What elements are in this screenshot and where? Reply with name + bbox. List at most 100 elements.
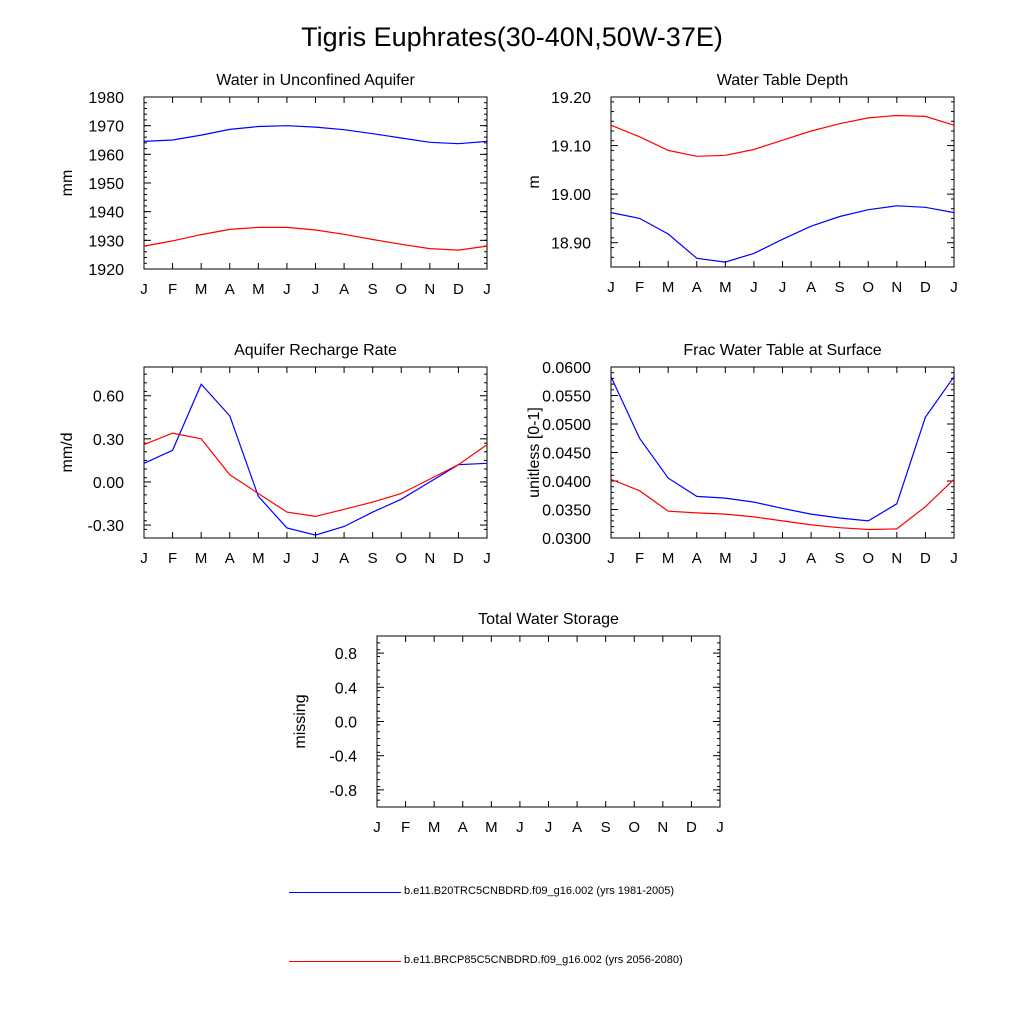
x-tick-label: F <box>168 281 177 298</box>
series-line-1 <box>610 205 955 263</box>
y-tick-label: 19.20 <box>551 90 591 107</box>
y-tick-label: 19.00 <box>551 187 591 204</box>
x-tick-label: J <box>716 819 724 836</box>
x-tick-label: J <box>283 281 291 298</box>
series-line-2 <box>143 226 488 251</box>
y-tick-label: 0.30 <box>93 432 124 449</box>
x-tick-label: A <box>225 550 235 567</box>
panel-title: Frac Water Table at Surface <box>683 342 881 359</box>
x-tick-label: N <box>657 819 668 836</box>
panel-title: Total Water Storage <box>478 611 619 628</box>
y-tick-label: 18.90 <box>551 236 591 253</box>
x-tick-label: D <box>920 550 931 567</box>
x-tick-label: J <box>950 279 958 296</box>
x-tick-label: D <box>453 281 464 298</box>
x-tick-label: O <box>395 550 407 567</box>
legend-label-1: b.e11.B20TRC5CNBDRD.f09_g16.002 (yrs 198… <box>404 885 675 897</box>
x-tick-label: A <box>692 279 702 296</box>
x-tick-label: M <box>195 550 208 567</box>
y-axis-label: mm/d <box>59 433 76 473</box>
series-line-1 <box>610 376 955 522</box>
y-tick-label: 1940 <box>88 205 124 222</box>
x-tick-label: J <box>483 550 491 567</box>
y-tick-label: 0.0400 <box>542 474 591 491</box>
y-tick-label: 0.0450 <box>542 446 591 463</box>
x-tick-label: A <box>458 819 468 836</box>
x-tick-label: S <box>835 550 845 567</box>
y-tick-label: 0.8 <box>335 646 357 663</box>
y-tick-label: 0.0300 <box>542 531 591 548</box>
x-tick-label: J <box>140 550 148 567</box>
plot-frame <box>610 366 955 539</box>
x-tick-label: A <box>572 819 582 836</box>
legend-label-2: b.e11.BRCP85C5CNBDRD.f09_g16.002 (yrs 20… <box>404 954 683 966</box>
series-line-2 <box>610 478 955 531</box>
x-tick-label: M <box>252 550 265 567</box>
legend-line-2 <box>289 961 401 962</box>
x-tick-label: J <box>607 279 615 296</box>
x-tick-label: M <box>719 279 732 296</box>
x-tick-label: O <box>628 819 640 836</box>
plot-frame <box>143 96 488 270</box>
x-tick-label: A <box>806 550 816 567</box>
x-tick-label: A <box>692 550 702 567</box>
y-tick-label: 0.00 <box>93 475 124 492</box>
y-tick-label: 19.10 <box>551 139 591 156</box>
y-tick-label: 0.60 <box>93 389 124 406</box>
x-tick-label: S <box>601 819 611 836</box>
y-axis-label: missing <box>292 694 309 748</box>
x-tick-label: F <box>168 550 177 567</box>
y-tick-label: 1960 <box>88 147 124 164</box>
plot-frame <box>143 366 488 539</box>
panel-title: Aquifer Recharge Rate <box>234 342 397 359</box>
y-tick-label: 1970 <box>88 119 124 136</box>
x-tick-label: M <box>719 550 732 567</box>
x-tick-label: N <box>891 279 902 296</box>
x-tick-label: S <box>368 281 378 298</box>
x-tick-label: F <box>401 819 410 836</box>
x-tick-label: J <box>750 279 758 296</box>
x-tick-label: J <box>373 819 381 836</box>
y-tick-label: -0.8 <box>329 783 357 800</box>
y-tick-label: 1920 <box>88 262 124 279</box>
x-tick-label: J <box>607 550 615 567</box>
x-tick-label: O <box>395 281 407 298</box>
series-line-1 <box>143 383 488 536</box>
x-tick-label: M <box>485 819 498 836</box>
x-tick-label: M <box>662 279 675 296</box>
y-tick-label: 0.4 <box>335 680 357 697</box>
x-tick-label: O <box>862 279 874 296</box>
y-tick-label: 0.0500 <box>542 417 591 434</box>
y-axis-label: m <box>526 175 543 188</box>
x-tick-label: O <box>862 550 874 567</box>
series-line-2 <box>143 432 488 518</box>
y-tick-label: 0.0550 <box>542 389 591 406</box>
y-tick-label: 0.0 <box>335 715 357 732</box>
series-line-2 <box>610 114 955 157</box>
panel-title: Water in Unconfined Aquifer <box>216 72 415 89</box>
x-tick-label: A <box>225 281 235 298</box>
x-tick-label: M <box>428 819 441 836</box>
figure-title: Tigris Euphrates(30-40N,50W-37E) <box>301 22 723 52</box>
x-tick-label: D <box>686 819 697 836</box>
y-tick-label: 1950 <box>88 176 124 193</box>
panel-title: Water Table Depth <box>717 72 849 89</box>
y-tick-label: 0.0350 <box>542 503 591 520</box>
x-tick-label: J <box>312 550 320 567</box>
x-tick-label: M <box>662 550 675 567</box>
x-tick-label: J <box>750 550 758 567</box>
x-tick-label: D <box>920 279 931 296</box>
x-tick-label: J <box>779 279 787 296</box>
y-tick-label: 1980 <box>88 90 124 107</box>
y-tick-label: -0.4 <box>329 749 357 766</box>
y-tick-label: 0.0600 <box>542 360 591 377</box>
plot-frame <box>610 96 955 268</box>
x-tick-label: J <box>312 281 320 298</box>
x-tick-label: M <box>252 281 265 298</box>
y-axis-label: mm <box>59 170 76 197</box>
y-axis-label: unitless [0-1] <box>526 407 543 498</box>
x-tick-label: S <box>835 279 845 296</box>
